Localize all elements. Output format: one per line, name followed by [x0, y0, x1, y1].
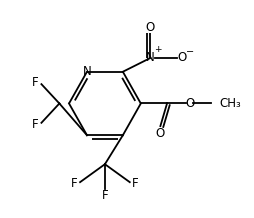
Text: +: +	[154, 45, 162, 54]
Text: F: F	[32, 76, 39, 89]
Text: O: O	[155, 126, 165, 140]
Text: F: F	[132, 177, 139, 190]
Text: N: N	[83, 65, 91, 78]
Text: F: F	[102, 189, 108, 202]
Text: O: O	[146, 20, 155, 34]
Text: N: N	[146, 51, 155, 65]
Text: F: F	[71, 177, 78, 190]
Text: O: O	[185, 97, 194, 110]
Text: −: −	[186, 47, 195, 57]
Text: CH₃: CH₃	[219, 97, 241, 110]
Text: O: O	[178, 51, 187, 65]
Text: F: F	[32, 118, 39, 131]
